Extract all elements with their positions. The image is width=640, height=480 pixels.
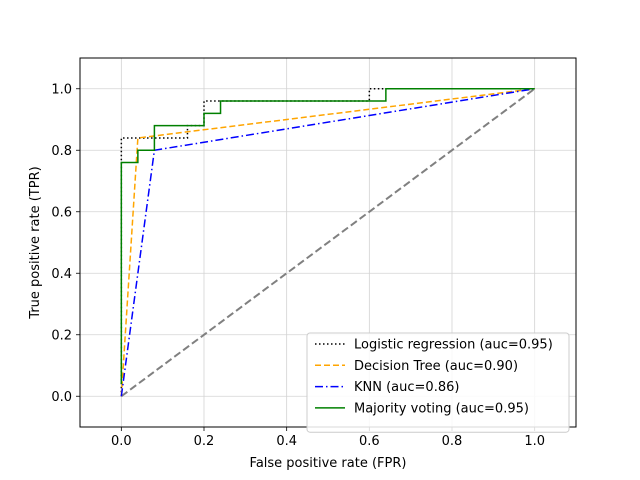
legend-label-0: Logistic regression (auc=0.95) <box>354 338 553 353</box>
series-line-1 <box>120 88 535 397</box>
plot-area <box>120 87 536 398</box>
x-tick-label: 0.0 <box>111 434 132 449</box>
series-line-3 <box>120 88 535 384</box>
x-tick-label: 0.2 <box>194 434 215 449</box>
y-tick-label: 1.0 <box>51 82 72 97</box>
x-tick-label: 0.4 <box>276 434 297 449</box>
x-tick-label: 1.0 <box>524 434 545 449</box>
legend-label-1: Decision Tree (auc=0.90) <box>354 359 518 374</box>
legend-box <box>306 332 570 433</box>
x-tick-label: 0.6 <box>359 434 380 449</box>
legend-label-3: Majority voting (auc=0.95) <box>354 401 529 416</box>
x-axis-label: False positive rate (FPR) <box>250 456 407 471</box>
legend-label-2: KNN (auc=0.86) <box>354 380 459 395</box>
x-tick-label: 0.8 <box>442 434 463 449</box>
legend: Logistic regression (auc=0.95) Decision T… <box>306 332 570 433</box>
ticks: 0.0 0.2 0.4 0.6 0.8 1.0 0.0 0.2 0.4 0.6 0.8 1.0 <box>51 82 545 449</box>
y-axis-label: True positive rate (TPR) <box>28 166 43 319</box>
y-tick-label: 0.6 <box>51 205 72 220</box>
y-tick-label: 0.2 <box>51 328 72 343</box>
y-tick-label: 0.0 <box>51 390 72 405</box>
reference-line <box>120 87 536 398</box>
y-tick-label: 0.4 <box>51 267 72 282</box>
y-tick-label: 0.8 <box>51 144 72 159</box>
